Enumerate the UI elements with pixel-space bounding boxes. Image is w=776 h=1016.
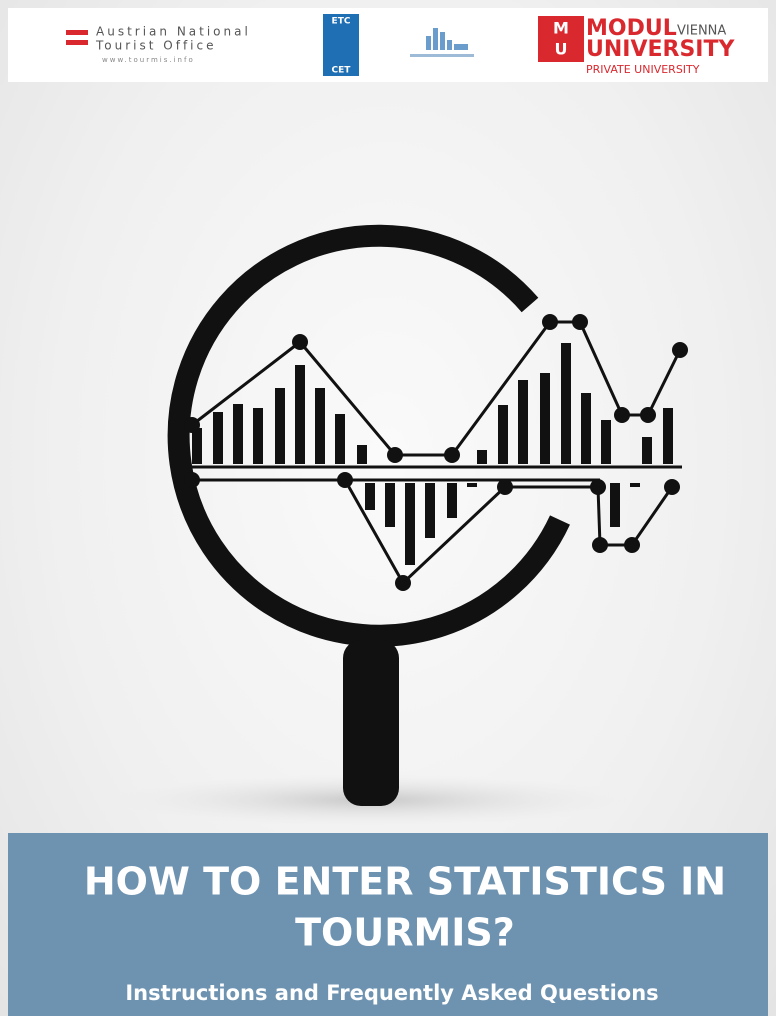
illustration-dot	[572, 314, 588, 330]
illustration-bar	[253, 408, 263, 464]
logo-text: UNIVERSITY	[586, 37, 735, 62]
illustration-bar	[213, 412, 223, 464]
title: TOURMIS?	[295, 911, 515, 955]
illustration-bar	[498, 405, 508, 464]
title: HOW TO ENTER STATISTICS IN	[84, 860, 726, 904]
illustration-dot	[614, 407, 630, 423]
illustration-bar	[315, 388, 325, 464]
logo-text: www.tourmis.info	[102, 56, 195, 64]
illustration-bar	[610, 483, 620, 527]
illustration-dot	[672, 342, 688, 358]
cover: Austrian National Tourist Office www.tou…	[0, 0, 776, 1016]
illustration-bar	[275, 388, 285, 464]
illustration-bar	[477, 450, 487, 464]
illustration-dot	[337, 472, 353, 488]
illustration-bar	[540, 373, 550, 464]
handle	[343, 640, 399, 806]
illustration-bar	[385, 483, 395, 527]
illustration-bar	[581, 393, 591, 464]
flag-stripe	[66, 30, 88, 35]
illustration-dot	[624, 537, 640, 553]
illustration-bar	[561, 343, 571, 464]
illustration-dot	[640, 407, 656, 423]
illustration-bar	[192, 428, 202, 464]
illustration-bar	[630, 483, 640, 487]
illustration-bar	[642, 437, 652, 464]
illustration-dot	[395, 575, 411, 591]
illustration-bar	[601, 420, 611, 464]
chart-illustration	[184, 314, 688, 591]
flag-stripe	[66, 40, 88, 45]
logo-text: M	[553, 19, 569, 38]
illustration-bar	[365, 483, 375, 510]
illustration-dot	[664, 479, 680, 495]
illustration-bar	[335, 414, 345, 464]
illustration-dot	[497, 479, 513, 495]
illustration-bar	[233, 404, 243, 464]
logo-text: PRIVATE UNIVERSITY	[586, 63, 700, 76]
illustration-dot	[444, 447, 460, 463]
illustration-bar	[357, 445, 367, 464]
cover-page: Austrian National Tourist Office www.tou…	[0, 0, 776, 1016]
illustration-bar	[425, 483, 435, 538]
illustration-bar	[405, 483, 415, 565]
logo-text: Austrian National	[96, 25, 251, 39]
illustration-dot	[592, 537, 608, 553]
illustration-dot	[590, 479, 606, 495]
illustration-bar	[518, 380, 528, 464]
illustration-bar	[663, 408, 673, 464]
illustration-bar	[447, 483, 457, 518]
illustration-dot	[387, 447, 403, 463]
logo-text: Tourist Office	[95, 39, 217, 53]
logo-text: U	[555, 40, 568, 59]
illustration-dot	[292, 334, 308, 350]
illustration-bar	[467, 483, 477, 487]
illustration-dot	[184, 472, 200, 488]
logo-text: ETC	[332, 17, 351, 27]
subtitle: Instructions and Frequently Asked Questi…	[125, 981, 658, 1005]
logo-text: CET	[332, 66, 352, 76]
illustration-bar	[295, 365, 305, 464]
illustration-dot	[184, 417, 200, 433]
illustration-dot	[542, 314, 558, 330]
